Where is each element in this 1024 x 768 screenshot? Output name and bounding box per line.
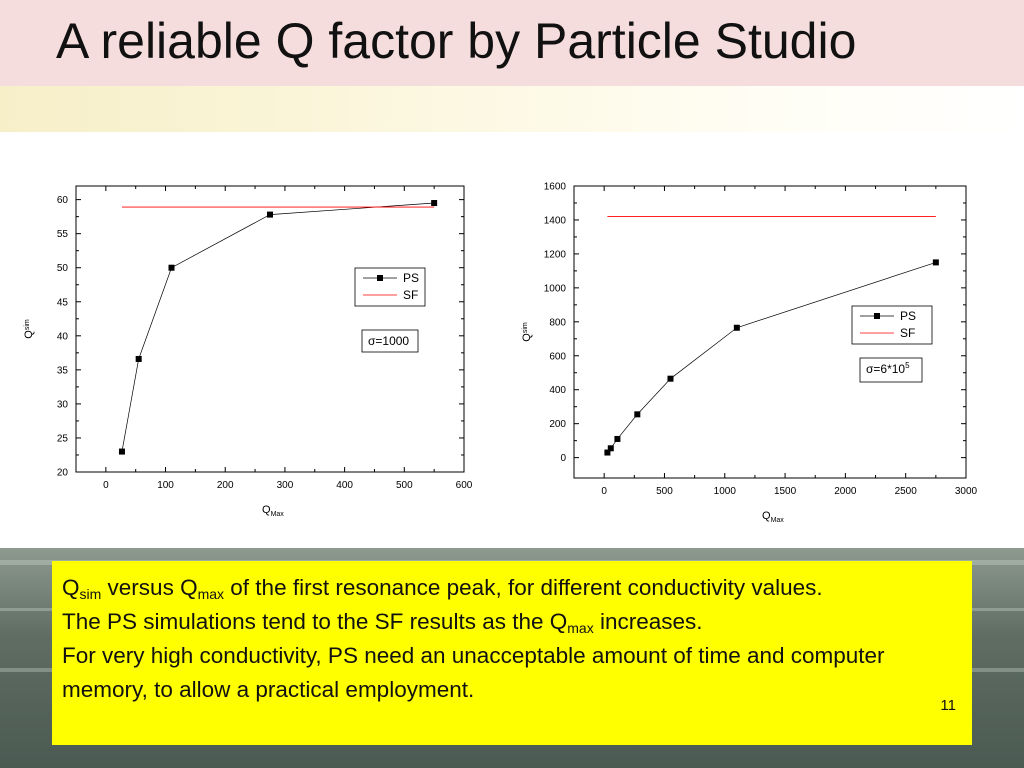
data-point-ps xyxy=(135,355,142,362)
x-tick-label: 500 xyxy=(396,480,413,491)
legend-label-sf: SF xyxy=(403,288,418,302)
x-axis-title: QMax xyxy=(262,504,284,518)
y-tick-label: 1000 xyxy=(544,283,567,294)
series-line-ps xyxy=(607,262,936,453)
slide-title: A reliable Q factor by Particle Studio xyxy=(56,13,857,69)
y-axis-title-sub: sim xyxy=(24,319,31,330)
data-point-ps xyxy=(667,375,674,382)
x-tick-label: 1500 xyxy=(774,486,797,497)
x-tick-label: 600 xyxy=(456,480,473,491)
chart-sigma-1000: 0 100 200 300 400 500 600 20 25 30 35 40 45 50 55 60 QMa… xyxy=(23,185,473,518)
data-point-ps xyxy=(733,324,740,331)
y-axis-title: Qsim xyxy=(521,322,533,342)
x-tick-label: 0 xyxy=(103,480,109,491)
y-tick-label: 400 xyxy=(549,385,566,396)
y-tick-label: 1400 xyxy=(544,215,567,226)
y-tick-label: 35 xyxy=(57,365,69,376)
caption-line-2: The PS simulations tend to the SF result… xyxy=(62,609,703,636)
title-band xyxy=(0,0,1024,86)
y-tick-label: 0 xyxy=(560,453,566,464)
data-point-ps xyxy=(267,211,273,218)
y-tick-label: 800 xyxy=(549,317,566,328)
y-tick-label: 1200 xyxy=(544,249,567,260)
x-tick-label: 3000 xyxy=(955,486,978,497)
caption-line-3: For very high conductivity, PS need an u… xyxy=(62,643,885,702)
data-point-ps xyxy=(431,200,438,207)
legend-label-sf: SF xyxy=(900,326,915,340)
legend-box xyxy=(851,305,933,345)
annotation-text: σ=1000 xyxy=(368,334,409,348)
y-tick-label: 50 xyxy=(57,263,69,274)
legend-label-ps: PS xyxy=(900,309,916,323)
annotation-box xyxy=(859,357,923,383)
data-point-ps xyxy=(168,264,175,271)
x-tick-label: 500 xyxy=(656,486,673,497)
data-point-ps xyxy=(604,449,611,456)
data-point-ps xyxy=(607,445,614,452)
page-number: 11 xyxy=(940,697,956,714)
y-tick-label: 55 xyxy=(57,229,69,240)
y-axis-title: Qsim xyxy=(23,319,35,339)
data-point-ps xyxy=(634,411,641,418)
data-point-ps xyxy=(118,448,125,455)
legend-box xyxy=(354,267,426,307)
x-tick-label: 0 xyxy=(601,486,607,497)
data-point-ps xyxy=(614,435,621,442)
y-tick-label: 30 xyxy=(57,399,69,410)
plot-frame xyxy=(75,185,465,473)
x-axis-title: QMax xyxy=(762,510,784,524)
x-tick-label: 100 xyxy=(157,480,174,491)
x-tick-label: 200 xyxy=(217,480,234,491)
series-line-ps xyxy=(121,202,435,452)
y-tick-label: 45 xyxy=(57,297,69,308)
x-tick-label: 1000 xyxy=(714,486,737,497)
legend-label-ps: PS xyxy=(403,271,419,285)
caption-line-1: Qsim versus Qmax of the first resonance … xyxy=(62,575,823,602)
y-tick-label: 40 xyxy=(57,331,69,342)
annotation-text: σ=6*105 xyxy=(866,361,910,376)
y-tick-label: 600 xyxy=(549,351,566,362)
data-point-ps xyxy=(932,259,939,266)
x-axis-title-sub: Max xyxy=(771,517,785,524)
annotation-sup: 5 xyxy=(905,361,910,370)
caption-box: Qsim versus Qmax of the first resonance … xyxy=(52,561,972,745)
x-tick-label: 300 xyxy=(277,480,294,491)
title-strip xyxy=(0,86,1024,132)
y-tick-label: 20 xyxy=(57,468,69,479)
x-tick-label: 400 xyxy=(336,480,353,491)
legend-marker xyxy=(874,313,880,319)
annotation-box xyxy=(361,329,419,353)
y-tick-label: 1600 xyxy=(544,182,567,193)
y-tick-label: 60 xyxy=(57,195,69,206)
x-tick-label: 2000 xyxy=(834,486,857,497)
legend-marker xyxy=(377,275,383,281)
x-tick-label: 2500 xyxy=(895,486,918,497)
y-axis-title-sub: sim xyxy=(522,322,529,333)
y-tick-label: 200 xyxy=(549,419,566,430)
x-axis-title-sub: Max xyxy=(271,511,285,518)
chart-sigma-6e5: 0 500 1000 1500 2000 2500 3000 0 200 400 600 800 100… xyxy=(521,182,978,525)
y-tick-label: 25 xyxy=(57,433,69,444)
plot-frame xyxy=(573,185,967,479)
